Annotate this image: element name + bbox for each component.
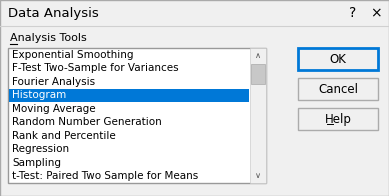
- Text: Fourier Analysis: Fourier Analysis: [12, 77, 95, 87]
- Bar: [8, 48, 266, 183]
- Text: Regression: Regression: [12, 144, 69, 154]
- Bar: [298, 78, 378, 100]
- Text: F-Test Two-Sample for Variances: F-Test Two-Sample for Variances: [12, 63, 179, 73]
- Text: Cancel: Cancel: [318, 83, 358, 95]
- Text: Analysis Tools: Analysis Tools: [10, 33, 87, 43]
- Text: Moving Average: Moving Average: [12, 104, 96, 114]
- Text: OK: OK: [329, 53, 347, 65]
- Text: Sampling: Sampling: [12, 158, 61, 168]
- Text: Help: Help: [324, 113, 351, 125]
- Bar: [251, 64, 265, 84]
- Bar: [9, 89, 249, 102]
- Text: ∨: ∨: [255, 172, 261, 181]
- Text: ?: ?: [349, 6, 357, 20]
- Text: ∧: ∧: [255, 51, 261, 60]
- Text: Histogram: Histogram: [12, 90, 66, 100]
- Text: ×: ×: [370, 6, 382, 20]
- Bar: [298, 48, 378, 70]
- Text: t-Test: Paired Two Sample for Means: t-Test: Paired Two Sample for Means: [12, 171, 198, 181]
- Text: Rank and Percentile: Rank and Percentile: [12, 131, 116, 141]
- Text: Data Analysis: Data Analysis: [8, 6, 99, 19]
- Text: Exponential Smoothing: Exponential Smoothing: [12, 50, 133, 60]
- Bar: [250, 48, 266, 183]
- Bar: [298, 108, 378, 130]
- Text: Random Number Generation: Random Number Generation: [12, 117, 162, 127]
